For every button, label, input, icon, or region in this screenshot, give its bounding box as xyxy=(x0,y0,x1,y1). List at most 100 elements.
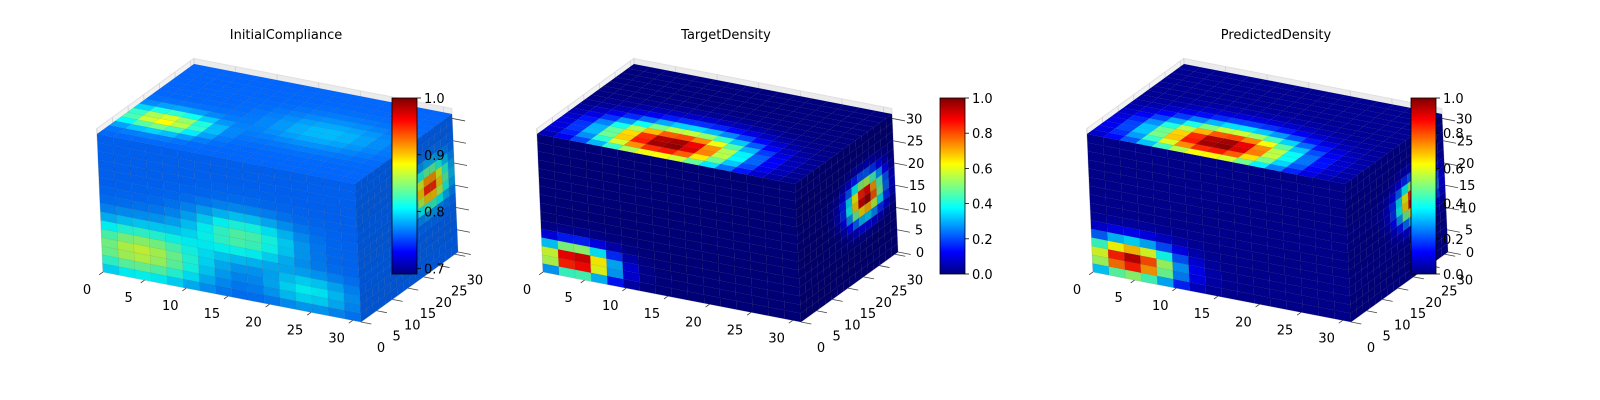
y-tick-label: 0 xyxy=(817,341,825,356)
x-tick-mark xyxy=(788,320,793,324)
y-tick-label: 5 xyxy=(833,330,841,345)
colorbar: 0.7 0.8 0.9 1.0 xyxy=(391,92,445,277)
z-tick-mark xyxy=(894,162,908,166)
x-tick-mark xyxy=(1296,311,1302,316)
x-tick-mark xyxy=(705,303,710,308)
x-tick-label: 0 xyxy=(83,283,91,298)
z-tick-mark xyxy=(893,140,907,144)
z-tick-mark xyxy=(1444,162,1458,166)
x-axis-ticks: 0 5 10 15 20 25 30 xyxy=(523,271,793,346)
x-tick-label: 20 xyxy=(245,315,262,330)
colorbar-tick-label: 0.0 xyxy=(1443,268,1464,283)
x-axis-ticks: 0 5 10 15 20 25 30 xyxy=(1073,271,1343,346)
x-tick-mark xyxy=(306,311,312,316)
cube-plot-initial-compliance: InitialCompliance05101520253005101520253… xyxy=(83,28,484,356)
y-tick-mark xyxy=(832,299,843,302)
y-tick-label: 15 xyxy=(860,307,877,322)
z-tick-mark xyxy=(1443,140,1457,144)
z-tick-label: 15 xyxy=(1459,179,1476,194)
colorbar-tick-label: 0.8 xyxy=(1443,127,1464,142)
z-tick-mark xyxy=(453,140,467,144)
colorbar-tick-label: 0.4 xyxy=(1443,198,1464,213)
x-tick-label: 30 xyxy=(768,331,785,346)
colorbar-tick-label: 0.8 xyxy=(972,127,993,142)
z-axis-ticks: 0 5 10 15 20 25 30 xyxy=(892,112,926,261)
z-tick-label: 15 xyxy=(909,179,926,194)
z-tick-label: 25 xyxy=(907,135,924,150)
cube-face-front xyxy=(1086,133,1352,323)
panel-target-density: TargetDensity 0 5 10 15 20 25 30 0 5 10 15 20 25 30 0 5 1… xyxy=(440,0,993,400)
y-tick-mark xyxy=(863,276,874,280)
z-tick-mark xyxy=(895,184,909,189)
z-tick-label: 10 xyxy=(1460,201,1477,216)
colorbar-tick-label: 0.2 xyxy=(972,233,993,248)
y-tick-label: 15 xyxy=(1410,307,1427,322)
x-tick-label: 10 xyxy=(1152,299,1169,314)
z-tick-mark xyxy=(895,207,910,211)
x-tick-label: 25 xyxy=(1277,323,1294,338)
z-tick-mark xyxy=(1445,207,1460,211)
y-tick-label: 20 xyxy=(435,296,452,311)
z-tick-label: 10 xyxy=(910,201,927,216)
z-tick-label: 30 xyxy=(906,112,923,127)
x-tick-label: 15 xyxy=(1194,307,1211,322)
y-tick-mark xyxy=(800,321,812,325)
z-tick-label: 30 xyxy=(1456,112,1473,127)
y-tick-label: 30 xyxy=(1457,273,1474,288)
y-tick-label: 20 xyxy=(875,296,892,311)
z-tick-mark xyxy=(897,251,911,255)
y-tick-label: 25 xyxy=(451,285,468,300)
y-tick-mark xyxy=(439,265,450,268)
colorbar-tick-label: 1.0 xyxy=(972,92,993,107)
y-tick-label: 10 xyxy=(844,318,861,333)
z-tick-label: 0 xyxy=(1466,246,1474,261)
y-tick-label: 30 xyxy=(907,273,924,288)
z-tick-mark xyxy=(456,229,471,233)
y-tick-mark xyxy=(816,310,828,314)
x-tick-label: 5 xyxy=(124,291,132,306)
colorbar: 0.0 0.2 0.4 0.6 0.8 1.0 xyxy=(939,92,993,283)
y-tick-label: 5 xyxy=(1383,330,1391,345)
cube-plot-predicted-density: PredictedDensity051015202530051015202530… xyxy=(1073,28,1477,356)
y-tick-mark xyxy=(1382,299,1393,302)
z-tick-label: 5 xyxy=(1465,224,1473,239)
x-tick-mark xyxy=(663,295,669,300)
x-tick-mark xyxy=(98,271,104,276)
x-tick-mark xyxy=(1172,287,1177,292)
x-tick-label: 30 xyxy=(328,331,345,346)
x-tick-label: 0 xyxy=(523,283,531,298)
y-tick-label: 5 xyxy=(393,330,401,345)
y-tick-label: 30 xyxy=(467,273,484,288)
z-axis-ticks xyxy=(452,118,471,255)
colorbar-tick-label: 0.8 xyxy=(424,206,445,221)
colorbar-tick-label: 0.9 xyxy=(424,149,445,164)
x-tick-label: 5 xyxy=(564,291,572,306)
chart-title: InitialCompliance xyxy=(230,28,343,43)
colorbar-gradient xyxy=(391,97,418,275)
x-tick-label: 0 xyxy=(1073,283,1081,298)
x-tick-mark xyxy=(348,320,353,324)
colorbar-tick-label: 0.7 xyxy=(424,262,445,277)
x-tick-label: 30 xyxy=(1318,331,1335,346)
z-tick-mark xyxy=(1445,184,1459,189)
z-tick-mark xyxy=(455,207,470,211)
y-tick-mark xyxy=(1366,310,1378,314)
x-tick-mark xyxy=(538,271,544,276)
z-tick-label: 0 xyxy=(916,246,924,261)
colorbar-tick-label: 0.4 xyxy=(972,198,993,213)
x-tick-label: 25 xyxy=(287,323,304,338)
cube-plot-target-density: TargetDensity051015202530051015202530051… xyxy=(523,28,993,356)
y-tick-mark xyxy=(1444,253,1456,257)
colorbar-tick-label: 0.2 xyxy=(1443,233,1464,248)
x-tick-label: 20 xyxy=(1235,315,1252,330)
x-axis-ticks: 0 5 10 15 20 25 30 xyxy=(83,271,353,346)
y-tick-label: 20 xyxy=(1425,296,1442,311)
x-tick-label: 20 xyxy=(685,315,702,330)
colorbar-gradient xyxy=(1410,97,1437,275)
voxel-cell xyxy=(445,113,453,128)
panel-predicted-density: PredictedDensity 0 5 10 15 20 25 30 0 5 10 15 20 25 30… xyxy=(990,0,1523,400)
colorbar-tick-label: 1.0 xyxy=(1443,92,1464,107)
